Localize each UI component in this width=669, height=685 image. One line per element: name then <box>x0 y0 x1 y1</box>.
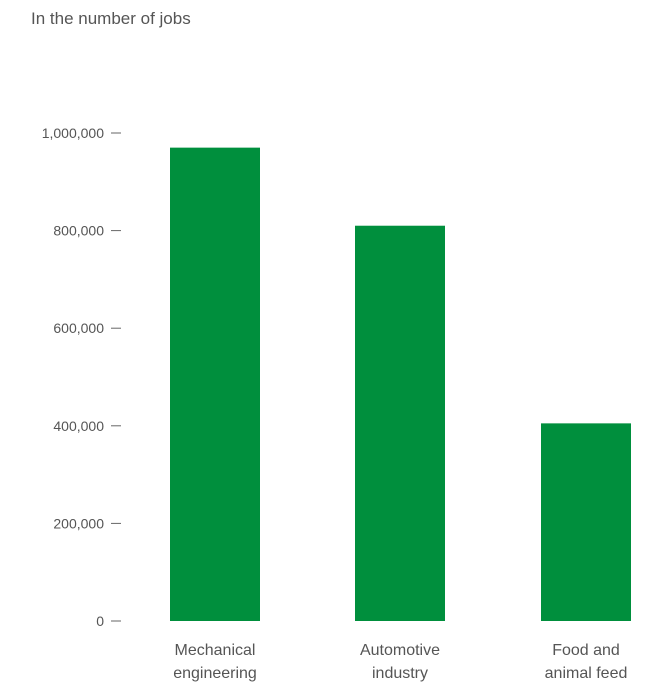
y-tick-label: 0 <box>96 613 104 629</box>
x-category-label: Food and animal feed <box>545 642 628 682</box>
bar <box>355 225 445 621</box>
y-tick-label: 600,000 <box>53 320 104 336</box>
x-category-label-line: Automotive <box>360 642 440 659</box>
bars <box>170 147 631 621</box>
x-category-label-line: Food and <box>552 642 620 659</box>
x-category-label: Mechanical engineering <box>173 642 257 682</box>
x-axis: Mechanical engineering Automotive industry F… <box>173 642 627 682</box>
y-tick-label: 1,000,000 <box>42 125 104 141</box>
x-category-label-line: Mechanical <box>175 642 256 659</box>
x-category-label-line: industry <box>372 665 428 682</box>
y-tick-label: 800,000 <box>53 223 104 239</box>
bar <box>541 423 631 621</box>
bar <box>170 147 260 621</box>
x-category-label-line: animal feed <box>545 665 628 682</box>
x-category-label-line: engineering <box>173 665 257 682</box>
y-tick-label: 400,000 <box>53 418 104 434</box>
x-category-label: Automotive industry <box>360 642 440 682</box>
chart-title: In the number of jobs <box>31 9 191 28</box>
y-tick-label: 200,000 <box>53 515 104 531</box>
y-axis: 0 200,000 400,000 600,000 800,000 1,000,000 <box>42 125 121 629</box>
